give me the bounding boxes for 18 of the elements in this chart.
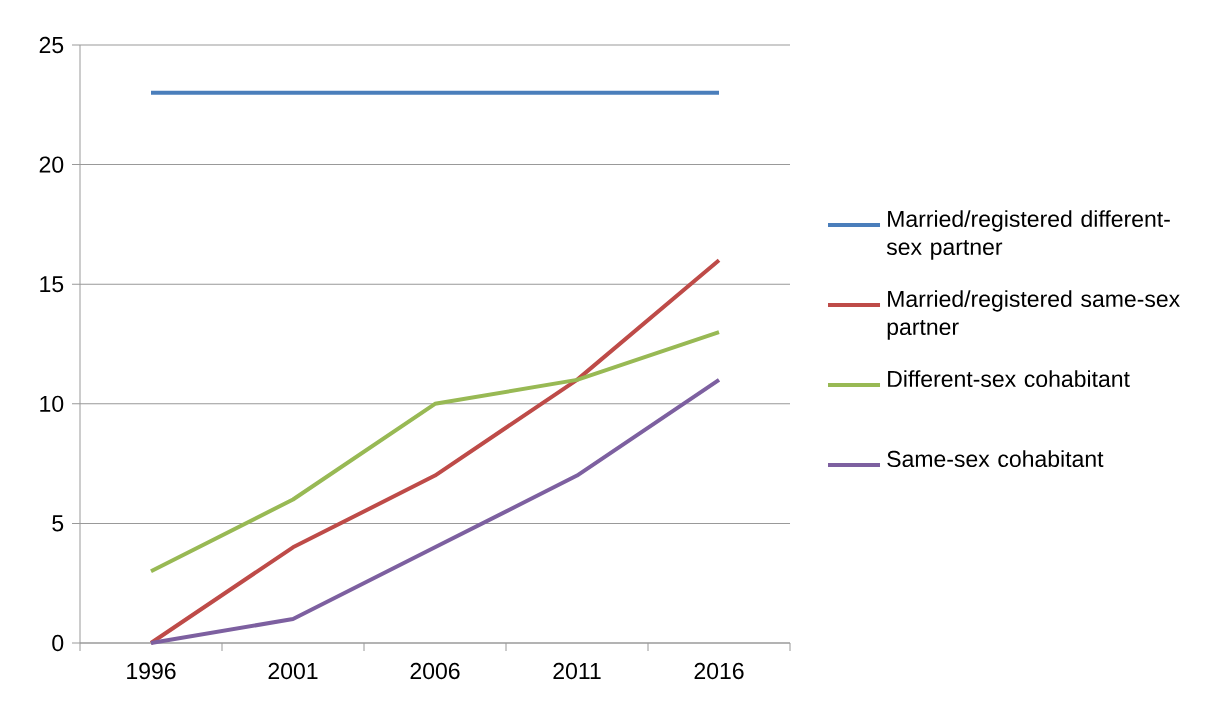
legend-label: Different-sex cohabitant (888, 370, 1130, 388)
y-tick-label: 10 (40, 395, 64, 412)
y-tick-label: 20 (39, 156, 64, 173)
line-series (149, 330, 722, 574)
legend-label: Same-sex cohabitant (887, 450, 1104, 468)
y-tick-label: 0 (52, 634, 64, 652)
x-tick-label: 2016 (694, 662, 744, 680)
y-tick-label: 15 (40, 276, 64, 293)
x-tick-label: 2011 (553, 662, 601, 680)
x-tick-label: 2001 (268, 662, 318, 680)
x-tick-label: 1996 (127, 662, 176, 680)
legend-label: Married/registered same-sex partner (887, 290, 1180, 340)
legend-label: Married/registered different-sex partner (886, 210, 1170, 260)
y-tick-label: 5 (52, 515, 64, 532)
y-tick-label: 25 (39, 36, 64, 54)
x-tick-label: 2006 (410, 662, 460, 680)
line-series (149, 258, 722, 645)
line-series (149, 377, 722, 645)
